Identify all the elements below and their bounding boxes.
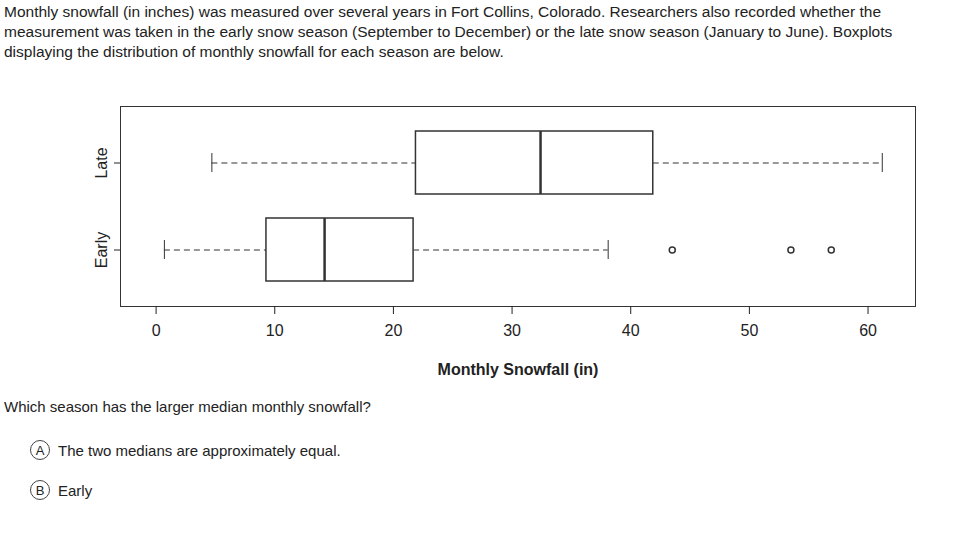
svg-text:30: 30 — [503, 322, 521, 339]
svg-text:50: 50 — [740, 322, 758, 339]
svg-text:60: 60 — [859, 322, 877, 339]
html-text:Which season has the larger me: Which season has the larger median month… — [4, 398, 371, 415]
svg-text:20: 20 — [385, 322, 403, 339]
svg-text:Early: Early — [93, 232, 110, 268]
html-text:Early: Early — [58, 481, 93, 499]
html-text:B: B — [35, 482, 45, 498]
html-text:Monthly snowfall (in inches) w: Monthly snowfall (in inches) was measure… — [4, 3, 893, 60]
svg-text:40: 40 — [622, 322, 640, 339]
svg-text:Late: Late — [93, 147, 110, 178]
svg-text:0: 0 — [152, 322, 161, 339]
svg-text:10: 10 — [266, 322, 284, 339]
html-text:A: A — [35, 442, 45, 458]
svg-text:Monthly Snowfall (in): Monthly Snowfall (in) — [438, 361, 599, 378]
html-text:The two medians are approximat: The two medians are approximately equal. — [58, 441, 341, 459]
